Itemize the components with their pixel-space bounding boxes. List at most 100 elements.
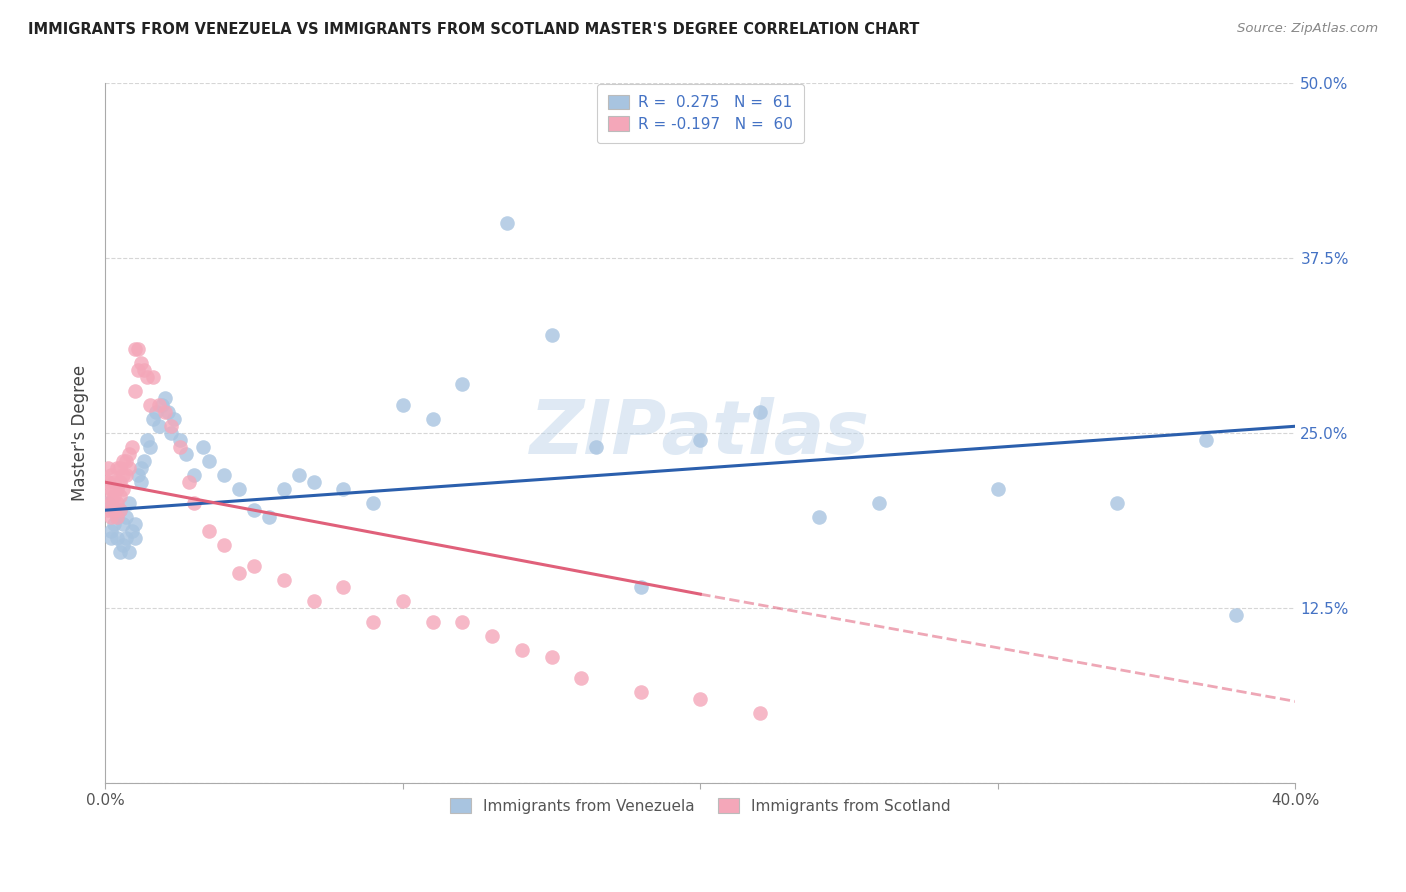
Point	[212, 538, 235, 552]
Point	[332, 482, 354, 496]
Point	[142, 370, 165, 384]
Point	[332, 580, 354, 594]
Point	[103, 489, 125, 503]
Point	[115, 510, 138, 524]
Point	[112, 454, 135, 468]
Point	[585, 440, 607, 454]
Point	[108, 503, 131, 517]
Point	[183, 468, 205, 483]
Point	[118, 496, 141, 510]
Point	[135, 434, 157, 448]
Point	[163, 412, 186, 426]
Point	[142, 412, 165, 426]
Point	[177, 475, 200, 490]
Point	[748, 405, 770, 419]
Point	[212, 468, 235, 483]
Point	[118, 447, 141, 461]
Point	[243, 503, 266, 517]
Point	[689, 692, 711, 706]
Point	[139, 440, 162, 454]
Point	[97, 489, 120, 503]
Point	[100, 496, 122, 510]
Point	[273, 573, 295, 587]
Y-axis label: Master's Degree: Master's Degree	[72, 365, 89, 501]
Point	[361, 496, 384, 510]
Point	[121, 524, 143, 538]
Point	[145, 405, 167, 419]
Point	[108, 489, 131, 503]
Point	[1105, 496, 1128, 510]
Point	[103, 503, 125, 517]
Point	[987, 482, 1010, 496]
Point	[153, 405, 176, 419]
Point	[510, 643, 533, 657]
Point	[451, 377, 474, 392]
Point	[868, 496, 890, 510]
Point	[361, 615, 384, 629]
Point	[115, 468, 138, 483]
Point	[108, 545, 131, 559]
Point	[132, 454, 155, 468]
Point	[135, 370, 157, 384]
Point	[689, 434, 711, 448]
Point	[630, 580, 652, 594]
Point	[103, 517, 125, 532]
Point	[481, 629, 503, 643]
Point	[112, 468, 135, 483]
Point	[124, 517, 146, 532]
Point	[156, 405, 179, 419]
Point	[124, 531, 146, 545]
Point	[193, 440, 215, 454]
Point	[1225, 608, 1247, 623]
Point	[105, 496, 128, 510]
Point	[103, 503, 125, 517]
Point	[569, 671, 592, 685]
Point	[132, 363, 155, 377]
Point	[105, 510, 128, 524]
Point	[228, 482, 250, 496]
Point	[540, 650, 562, 665]
Point	[1195, 434, 1218, 448]
Point	[148, 398, 170, 412]
Point	[422, 615, 444, 629]
Point	[100, 468, 122, 483]
Point	[198, 454, 221, 468]
Point	[115, 454, 138, 468]
Point	[97, 461, 120, 475]
Point	[150, 398, 173, 412]
Point	[159, 419, 181, 434]
Point	[808, 510, 831, 524]
Point	[108, 503, 131, 517]
Point	[105, 482, 128, 496]
Text: Source: ZipAtlas.com: Source: ZipAtlas.com	[1237, 22, 1378, 36]
Point	[115, 531, 138, 545]
Point	[129, 475, 152, 490]
Point	[540, 328, 562, 343]
Point	[159, 426, 181, 441]
Point	[630, 685, 652, 699]
Point	[302, 475, 325, 490]
Point	[124, 343, 146, 357]
Point	[391, 594, 413, 608]
Point	[273, 482, 295, 496]
Point	[127, 363, 149, 377]
Point	[127, 343, 149, 357]
Point	[124, 384, 146, 399]
Point	[100, 482, 122, 496]
Point	[148, 419, 170, 434]
Point	[422, 412, 444, 426]
Point	[287, 468, 309, 483]
Point	[105, 510, 128, 524]
Point	[129, 356, 152, 370]
Text: ZIPatlas: ZIPatlas	[530, 397, 870, 470]
Point	[127, 468, 149, 483]
Point	[112, 517, 135, 532]
Point	[257, 510, 280, 524]
Point	[139, 398, 162, 412]
Point	[129, 461, 152, 475]
Point	[121, 440, 143, 454]
Point	[97, 475, 120, 490]
Point	[302, 594, 325, 608]
Point	[105, 531, 128, 545]
Point	[183, 496, 205, 510]
